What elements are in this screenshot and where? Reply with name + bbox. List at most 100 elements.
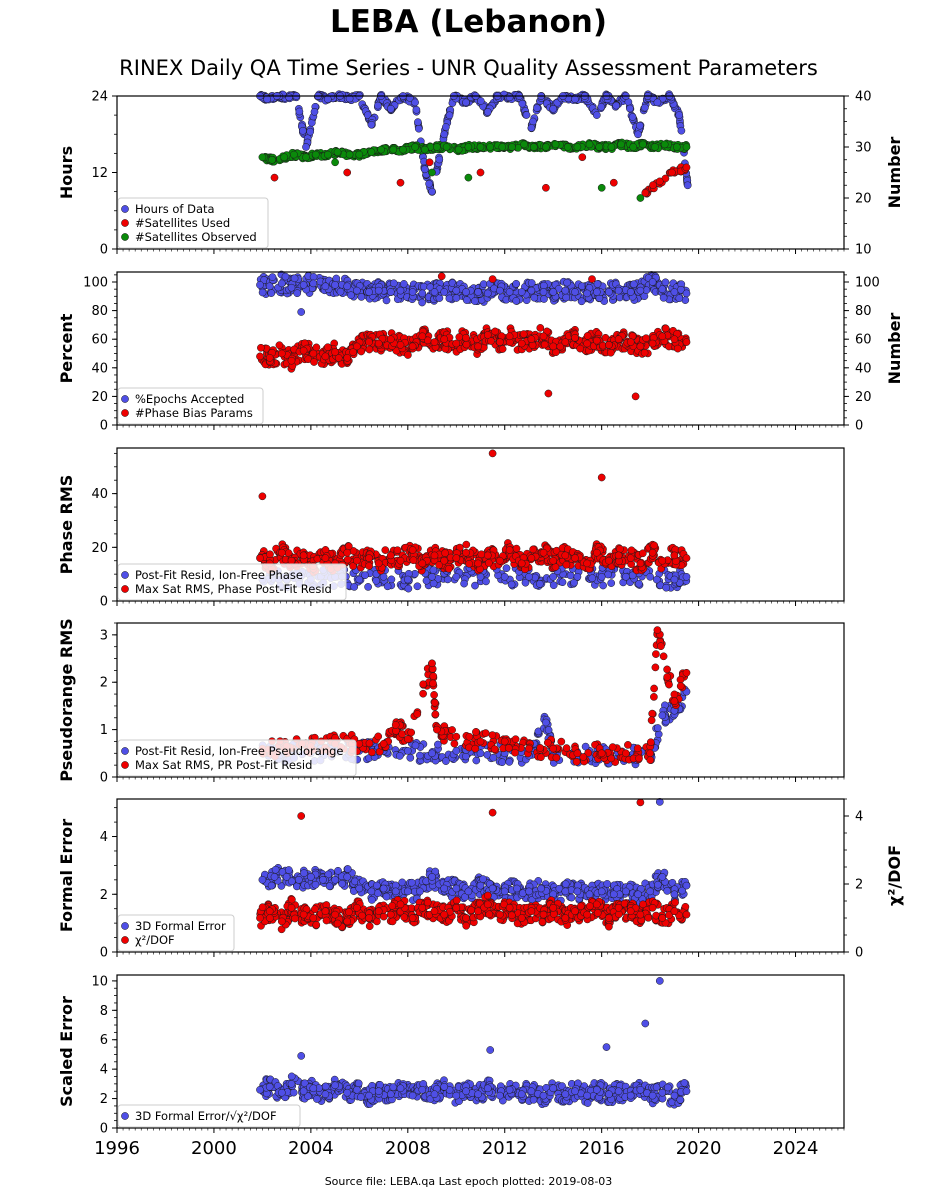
data-point [572,757,581,766]
series-0-1 [270,153,691,198]
data-point [608,743,617,751]
data-point [573,749,582,758]
data-point [462,288,470,296]
data-point [646,749,654,758]
data-point [682,554,691,562]
data-point [505,758,514,766]
data-point [258,153,267,162]
data-point [309,349,318,358]
data-point [414,118,422,126]
data-point [536,324,545,332]
data-point [500,737,509,746]
y2-tick-label: 10 [855,243,872,258]
series-4-0 [258,798,691,907]
data-point [365,288,373,296]
data-point [658,332,667,341]
data-point [658,556,667,565]
data-point [530,293,539,302]
data-point [387,575,396,584]
data-point [597,103,606,111]
data-point [309,279,318,288]
data-point [381,546,390,554]
data-point [661,324,670,333]
data-point [430,551,439,560]
data-point [389,279,398,288]
data-point [561,338,570,346]
data-point [483,108,492,116]
data-point [507,580,516,589]
data-point [487,337,495,345]
data-point [474,288,482,296]
data-point [471,744,480,753]
data-point [628,113,637,121]
data-point [660,140,669,149]
data-point [406,753,415,762]
data-point [653,98,662,107]
data-point [498,758,506,767]
data-point [271,865,280,874]
data-point [428,572,436,581]
data-point [683,181,692,190]
data-point [488,731,497,739]
legend-marker [121,409,129,417]
data-point [622,749,630,758]
legend-label: Max Sat RMS, Phase Post-Fit Resid [135,582,332,596]
data-point [592,548,601,557]
data-point [462,333,470,342]
data-point [368,748,376,757]
data-point [571,333,579,342]
data-point [488,275,497,283]
data-point [293,289,302,298]
data-point [672,143,681,151]
data-point [343,555,352,564]
data-point [389,145,398,154]
data-point [626,288,635,296]
y2-tick-label: 0 [855,419,863,434]
data-point [472,756,481,765]
data-point [605,556,613,565]
data-point [407,728,416,737]
data-point [462,340,471,349]
data-point [404,584,413,593]
data-point [622,572,630,581]
data-point [420,145,429,154]
data-point [428,168,436,177]
data-point [430,691,438,699]
data-point [529,117,537,126]
data-point [462,98,470,107]
data-point [529,545,537,554]
data-point [658,285,667,294]
data-point [525,744,533,753]
data-point [399,145,407,154]
y2-axis-label: Number [885,313,904,385]
series-1-1 [256,272,691,401]
data-point [658,94,667,103]
data-point [368,896,376,904]
data-point [353,556,361,565]
data-point [290,150,298,159]
data-point [519,330,528,338]
legend-label: #Satellites Observed [135,230,257,244]
data-point [676,675,685,684]
data-point [627,546,636,555]
data-point [520,140,528,149]
data-point [357,347,366,356]
data-point [321,282,330,291]
data-point [365,739,374,748]
data-point [682,143,691,151]
data-point [256,352,264,361]
data-point [472,728,480,736]
data-point [396,286,405,295]
data-point [287,283,296,292]
data-point [435,561,444,569]
data-point [372,576,381,585]
data-point [477,550,486,559]
data-point [629,280,638,289]
data-point [386,335,395,344]
data-point [345,150,354,159]
data-point [549,572,558,581]
data-point [640,348,649,357]
data-point [504,744,513,752]
data-point [535,580,544,588]
data-point [429,679,437,688]
